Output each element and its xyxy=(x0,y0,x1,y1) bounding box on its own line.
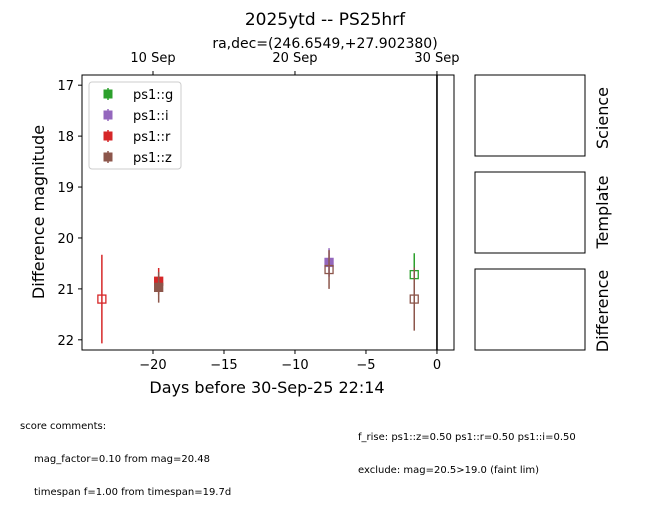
template-label: Template xyxy=(593,175,612,249)
comments-heading: score comments: xyxy=(20,421,107,432)
data-point xyxy=(409,294,419,304)
legend-label: ps1::i xyxy=(133,109,169,124)
chart-subtitle: ra,dec=(246.6549,+27.902380) xyxy=(212,36,437,52)
legend-marker xyxy=(103,89,113,99)
legend-marker xyxy=(103,131,113,141)
template-stamp xyxy=(474,171,586,254)
data-point xyxy=(324,264,334,275)
y-tick-label: 20 xyxy=(57,232,74,247)
x-tick-label: −20 xyxy=(139,358,166,373)
chart-title: 2025ytd -- PS25hrf xyxy=(245,10,406,30)
legend-label: ps1::g xyxy=(133,88,173,103)
difference-stamp xyxy=(474,268,586,351)
science-label: Science xyxy=(593,87,612,149)
top-tick-label: 10 Sep xyxy=(130,51,175,66)
y-tick-label: 22 xyxy=(57,334,74,349)
lightcurve-chart: 2025ytd -- PS25hrf ra,dec=(246.6549,+27.… xyxy=(29,10,612,397)
comment-line: mag_factor=0.10 from mag=20.48 xyxy=(34,454,211,465)
x-tick-label: −15 xyxy=(210,358,237,373)
top-date-axis: 10 Sep 20 Sep 30 Sep xyxy=(130,51,460,75)
x-tick-label: −5 xyxy=(356,358,375,373)
x-axis-label: Days before 30-Sep-25 22:14 xyxy=(149,378,384,397)
y-axis-label: Difference magnitude xyxy=(29,125,48,299)
legend-label: ps1::r xyxy=(133,130,171,145)
legend-label: ps1::z xyxy=(133,151,172,166)
score-comments-right: f_rise: ps1::z=0.50 ps1::r=0.50 ps1::i=0… xyxy=(358,410,576,498)
legend-marker xyxy=(103,152,113,162)
top-tick-label: 30 Sep xyxy=(414,51,459,66)
x-tick-label: 0 xyxy=(433,358,441,373)
x-axis: −20 −15 −10 −5 0 xyxy=(139,350,441,373)
figure: 2025ytd -- PS25hrf ra,dec=(246.6549,+27.… xyxy=(20,10,612,498)
comment-line: timespan f=1.00 from timespan=19.7d xyxy=(34,487,232,498)
y-tick-label: 18 xyxy=(57,130,74,145)
comment-line: f_rise: ps1::z=0.50 ps1::r=0.50 ps1::i=0… xyxy=(358,432,576,443)
x-tick-label: −10 xyxy=(281,358,308,373)
score-comments-left: score comments: mag_factor=0.10 from mag… xyxy=(20,399,231,520)
y-tick-label: 19 xyxy=(57,181,74,196)
legend-box xyxy=(88,81,182,170)
legend-marker xyxy=(103,110,113,120)
y-tick-label: 17 xyxy=(57,79,74,94)
top-tick-label: 20 Sep xyxy=(272,51,317,66)
y-axis: 17 18 19 20 21 22 xyxy=(57,79,82,349)
data-points xyxy=(97,248,419,344)
science-stamp xyxy=(474,74,586,157)
comment-line: exclude: mag=20.5>19.0 (faint lim) xyxy=(358,465,540,476)
data-point xyxy=(154,282,164,293)
y-tick-label: 21 xyxy=(57,283,74,298)
data-point xyxy=(97,294,107,304)
difference-label: Difference xyxy=(593,270,612,352)
